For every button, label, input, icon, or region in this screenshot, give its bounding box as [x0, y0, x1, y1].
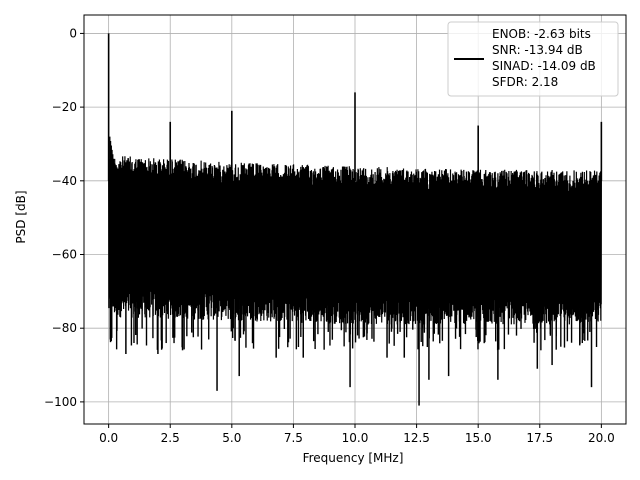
x-tick-label: 17.5 [526, 431, 553, 445]
plot-area [107, 33, 603, 406]
x-tick-label: 5.0 [222, 431, 241, 445]
x-axis-label: Frequency [MHz] [303, 451, 404, 465]
x-tick-label: 2.5 [161, 431, 180, 445]
x-tick-label: 7.5 [284, 431, 303, 445]
x-tick-label: 12.5 [403, 431, 430, 445]
x-tick-label: 0.0 [99, 431, 118, 445]
y-tick-label: −40 [52, 174, 77, 188]
x-tick-label: 20.0 [588, 431, 615, 445]
legend: ENOB: -2.63 bits SNR: -13.94 dB SINAD: -… [447, 21, 619, 97]
y-axis-label: PSD [dB] [14, 190, 28, 243]
legend-line-sinad: SINAD: -14.09 dB [492, 59, 596, 73]
legend-line-snr: SNR: -13.94 dB [492, 43, 583, 57]
legend-line-sfdr: SFDR: 2.18 [492, 75, 558, 89]
psd-trace [108, 156, 602, 325]
y-tick-label: −20 [52, 100, 77, 114]
legend-box [447, 21, 619, 97]
x-tick-label: 10.0 [342, 431, 369, 445]
y-tick-label: −80 [52, 321, 77, 335]
y-tick-label: 0 [69, 26, 77, 40]
y-tick-label: −60 [52, 248, 77, 262]
y-tick-label: −100 [44, 395, 77, 409]
legend-line-enob: ENOB: -2.63 bits [492, 27, 591, 41]
x-axis: 0.0 2.5 5.0 7.5 10.0 12.5 15.0 17.5 20.0 [99, 424, 615, 445]
x-tick-label: 15.0 [465, 431, 492, 445]
y-axis: 0 −20 −40 −60 −80 −100 [44, 26, 84, 409]
